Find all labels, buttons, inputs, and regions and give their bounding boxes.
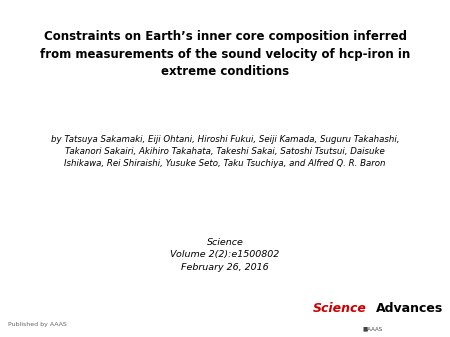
Text: by Tatsuya Sakamaki, Eiji Ohtani, Hiroshi Fukui, Seiji Kamada, Suguru Takahashi,: by Tatsuya Sakamaki, Eiji Ohtani, Hirosh… (51, 135, 399, 168)
Text: Published by AAAS: Published by AAAS (8, 322, 67, 327)
Text: Advances: Advances (376, 302, 443, 315)
Text: Constraints on Earth’s inner core composition inferred
from measurements of the : Constraints on Earth’s inner core compos… (40, 30, 410, 78)
Text: Science
Volume 2(2):e1500802
February 26, 2016: Science Volume 2(2):e1500802 February 26… (171, 238, 279, 272)
Text: Science: Science (313, 302, 367, 315)
Text: ■AAAS: ■AAAS (362, 326, 382, 331)
